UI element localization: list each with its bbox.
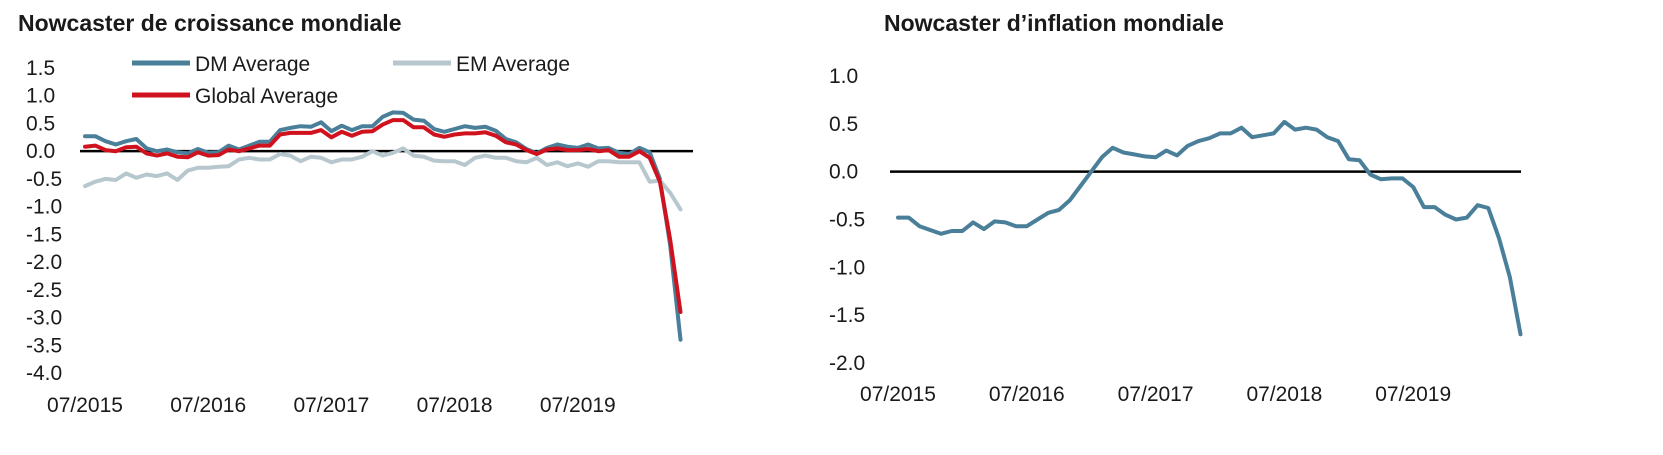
x-tick-label: 07/2017	[293, 394, 369, 417]
y-tick-label: 1.0	[829, 65, 858, 88]
legend-item: DM Average	[132, 53, 310, 76]
y-tick-label: 1.5	[26, 57, 55, 80]
legend-label: EM Average	[456, 53, 570, 76]
x-tick-label: 07/2016	[170, 394, 246, 417]
x-tick-label: 07/2015	[860, 383, 936, 406]
chart-legend: DM Average EM Average Global Average	[132, 53, 570, 108]
chart-title: Nowcaster d’inflation mondiale	[884, 10, 1224, 36]
inflation-nowcaster-chart: 1.0 0.5 0.0 -0.5 -1.0 -1.5 -2.0 07/2015 07/2016…	[829, 65, 1523, 406]
y-tick-label: -1.5	[26, 223, 62, 246]
y-tick-label: 0.5	[26, 112, 55, 135]
chart-title: Nowcaster de croissance mondiale	[18, 10, 402, 36]
y-tick-label: -4.0	[26, 362, 62, 385]
legend-item: Global Average	[132, 85, 338, 108]
series-0-line	[896, 119, 1523, 337]
x-tick-label: 07/2018	[1246, 383, 1322, 406]
x-tick-label: 07/2019	[540, 394, 616, 417]
dm-average-line	[83, 110, 683, 342]
x-tick-label: 07/2015	[47, 394, 123, 417]
inflation-nowcaster-panel: Nowcaster d’inflation mondiale 1.0 0.5 0.0…	[829, 0, 1663, 455]
x-tick-label: 07/2017	[1118, 383, 1194, 406]
x-axis-ticks: 07/2015 07/2016 07/2017 07/2018 07/2019	[860, 383, 1451, 406]
y-tick-label: -3.5	[26, 334, 62, 357]
y-tick-label: -2.0	[829, 352, 865, 375]
y-tick-label: -3.0	[26, 307, 62, 330]
global-average-line	[83, 118, 683, 314]
series-lines	[83, 110, 683, 342]
y-axis-ticks: 1.0 0.5 0.0 -0.5 -1.0 -1.5 -2.0	[829, 65, 865, 375]
y-tick-label: -1.0	[26, 196, 62, 219]
y-tick-label: -1.5	[829, 304, 865, 327]
x-tick-label: 07/2016	[989, 383, 1065, 406]
em-average-line	[83, 146, 683, 212]
y-tick-label: 1.0	[26, 85, 55, 108]
growth-nowcaster-panel: Nowcaster de croissance mondiale DM Aver…	[18, 10, 693, 417]
y-tick-label: 0.0	[829, 161, 858, 184]
x-tick-label: 07/2019	[1375, 383, 1451, 406]
y-tick-label: -0.5	[26, 168, 62, 191]
y-tick-label: -0.5	[829, 209, 865, 232]
x-axis-ticks: 07/2015 07/2016 07/2017 07/2018 07/2019	[47, 394, 616, 417]
y-axis-ticks: 1.5 1.0 0.5 0.0 -0.5 -1.0 -1.5 -2.0 -2.5 -3.0 -3.5…	[26, 57, 62, 385]
x-tick-label: 07/2018	[417, 394, 493, 417]
y-tick-label: -1.0	[829, 256, 865, 279]
legend-label: Global Average	[195, 85, 338, 108]
y-tick-label: 0.0	[26, 140, 55, 163]
legend-item: EM Average	[393, 53, 570, 76]
y-tick-label: -2.5	[26, 279, 62, 302]
series-lines	[896, 119, 1523, 337]
legend-label: DM Average	[195, 53, 310, 76]
y-tick-label: -2.0	[26, 251, 62, 274]
y-tick-label: 0.5	[829, 113, 858, 136]
